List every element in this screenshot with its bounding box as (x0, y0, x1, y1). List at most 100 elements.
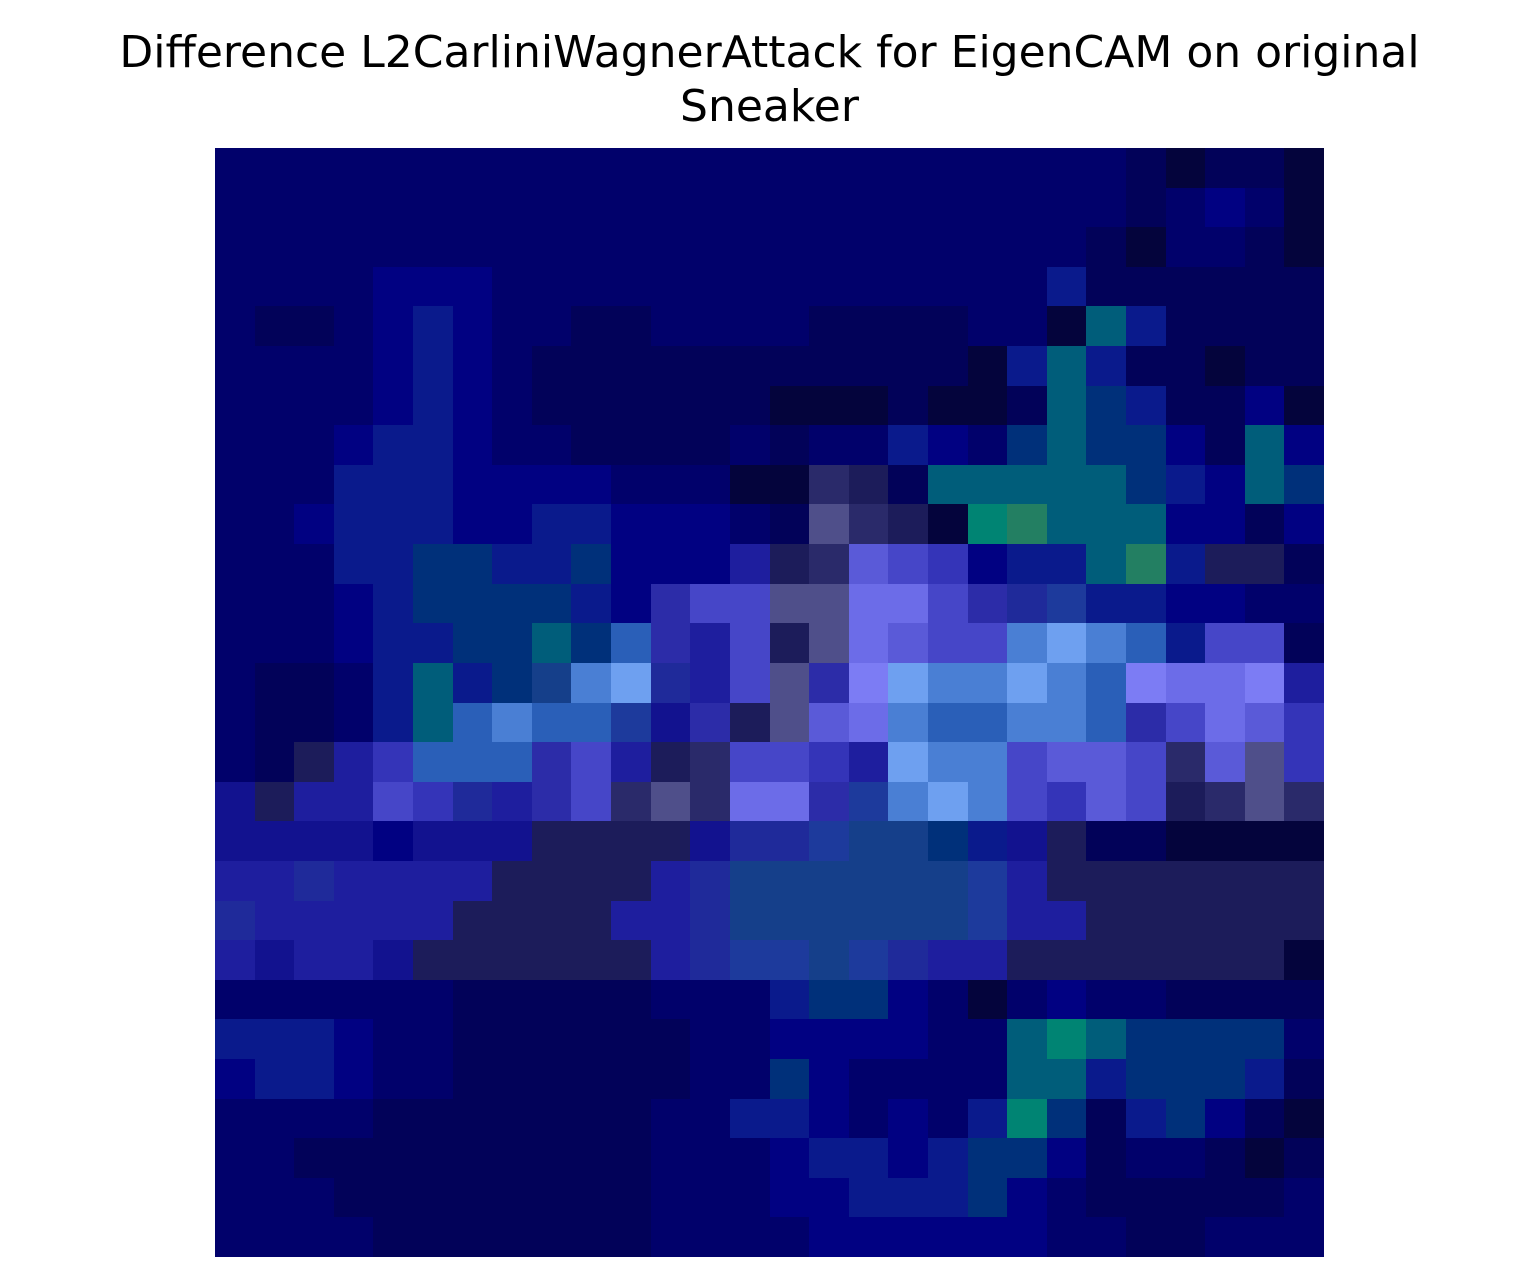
heatmap-cell (571, 188, 611, 227)
heatmap-cell (1284, 584, 1324, 623)
heatmap-cell (215, 1178, 255, 1217)
heatmap-cell (1007, 703, 1047, 742)
heatmap-cell (968, 188, 1007, 227)
heatmap-cell (1086, 1138, 1126, 1178)
heatmap-cell (1007, 980, 1047, 1019)
heatmap-cell (334, 861, 373, 901)
heatmap-cell (571, 742, 611, 782)
heatmap-cell (453, 1138, 492, 1178)
heatmap-cell (849, 386, 888, 425)
heatmap-cell (1047, 980, 1086, 1019)
heatmap-cell (888, 861, 928, 901)
heatmap-cell (730, 584, 770, 623)
heatmap-cell (1047, 1099, 1086, 1138)
heatmap-cell (770, 742, 809, 782)
heatmap-cell (730, 425, 770, 465)
heatmap-cell (1007, 1138, 1047, 1178)
heatmap-cell (968, 1019, 1007, 1059)
heatmap-cell (1284, 1019, 1324, 1059)
heatmap-cell (1126, 386, 1166, 425)
heatmap-cell (1047, 1059, 1086, 1099)
heatmap-cell (1245, 663, 1284, 703)
heatmap-cell (1086, 227, 1126, 267)
heatmap-cell (1047, 465, 1086, 504)
heatmap-cell (1245, 386, 1284, 425)
heatmap-cell (571, 861, 611, 901)
heatmap-plot (215, 148, 1324, 1257)
heatmap-cell (571, 1019, 611, 1059)
heatmap-cell (532, 1059, 571, 1099)
heatmap-cell (1086, 504, 1126, 544)
heatmap-cell (532, 1217, 571, 1257)
heatmap-cell (888, 386, 928, 425)
heatmap-cell (255, 861, 294, 901)
heatmap-cell (1007, 188, 1047, 227)
heatmap-cell (1166, 980, 1205, 1019)
heatmap-cell (928, 1138, 968, 1178)
heatmap-cell (611, 425, 651, 465)
heatmap-cell (928, 346, 968, 386)
heatmap-cell (1245, 148, 1284, 188)
heatmap-cell (651, 623, 690, 663)
heatmap-cell (690, 148, 730, 188)
heatmap-cell (532, 703, 571, 742)
heatmap-cell (334, 703, 373, 742)
heatmap-cell (611, 940, 651, 980)
heatmap-cell (492, 980, 532, 1019)
heatmap-cell (255, 940, 294, 980)
heatmap-cell (453, 940, 492, 980)
heatmap-cell (1245, 425, 1284, 465)
heatmap-cell (334, 782, 373, 821)
heatmap-cell (968, 465, 1007, 504)
heatmap-cell (928, 544, 968, 584)
heatmap-cell (215, 584, 255, 623)
heatmap-cell (730, 940, 770, 980)
heatmap-cell (294, 1099, 334, 1138)
heatmap-cell (1126, 1019, 1166, 1059)
heatmap-cell (928, 188, 968, 227)
heatmap-cell (1284, 742, 1324, 782)
heatmap-cell (1205, 425, 1245, 465)
heatmap-cell (1126, 1138, 1166, 1178)
heatmap-cell (255, 1138, 294, 1178)
heatmap-cell (373, 1217, 413, 1257)
heatmap-cell (373, 901, 413, 940)
heatmap-cell (1086, 1059, 1126, 1099)
heatmap-cell (690, 1178, 730, 1217)
heatmap-cell (968, 1178, 1007, 1217)
heatmap-cell (770, 188, 809, 227)
heatmap-cell (413, 425, 453, 465)
heatmap-cell (888, 782, 928, 821)
heatmap-cell (413, 1059, 453, 1099)
heatmap-cell (413, 703, 453, 742)
heatmap-cell (334, 940, 373, 980)
heatmap-cell (1166, 742, 1205, 782)
heatmap-cell (730, 1178, 770, 1217)
heatmap-cell (492, 782, 532, 821)
heatmap-cell (611, 465, 651, 504)
heatmap-cell (690, 425, 730, 465)
heatmap-cell (690, 1099, 730, 1138)
heatmap-cell (532, 940, 571, 980)
heatmap-cell (334, 821, 373, 861)
heatmap-cell (651, 227, 690, 267)
heatmap-cell (770, 980, 809, 1019)
heatmap-cell (215, 703, 255, 742)
heatmap-cell (1166, 544, 1205, 584)
heatmap-cell (651, 544, 690, 584)
heatmap-cell (571, 821, 611, 861)
heatmap-cell (373, 1138, 413, 1178)
heatmap-cell (1245, 1178, 1284, 1217)
heatmap-cell (1245, 1217, 1284, 1257)
heatmap-cell (888, 980, 928, 1019)
heatmap-cell (1245, 188, 1284, 227)
heatmap-cell (1086, 584, 1126, 623)
heatmap-cell (373, 940, 413, 980)
heatmap-cell (611, 584, 651, 623)
heatmap-cell (571, 663, 611, 703)
heatmap-cell (1007, 1059, 1047, 1099)
heatmap-cell (849, 901, 888, 940)
heatmap-cell (1284, 425, 1324, 465)
heatmap-cell (1284, 1138, 1324, 1178)
heatmap-cell (532, 663, 571, 703)
